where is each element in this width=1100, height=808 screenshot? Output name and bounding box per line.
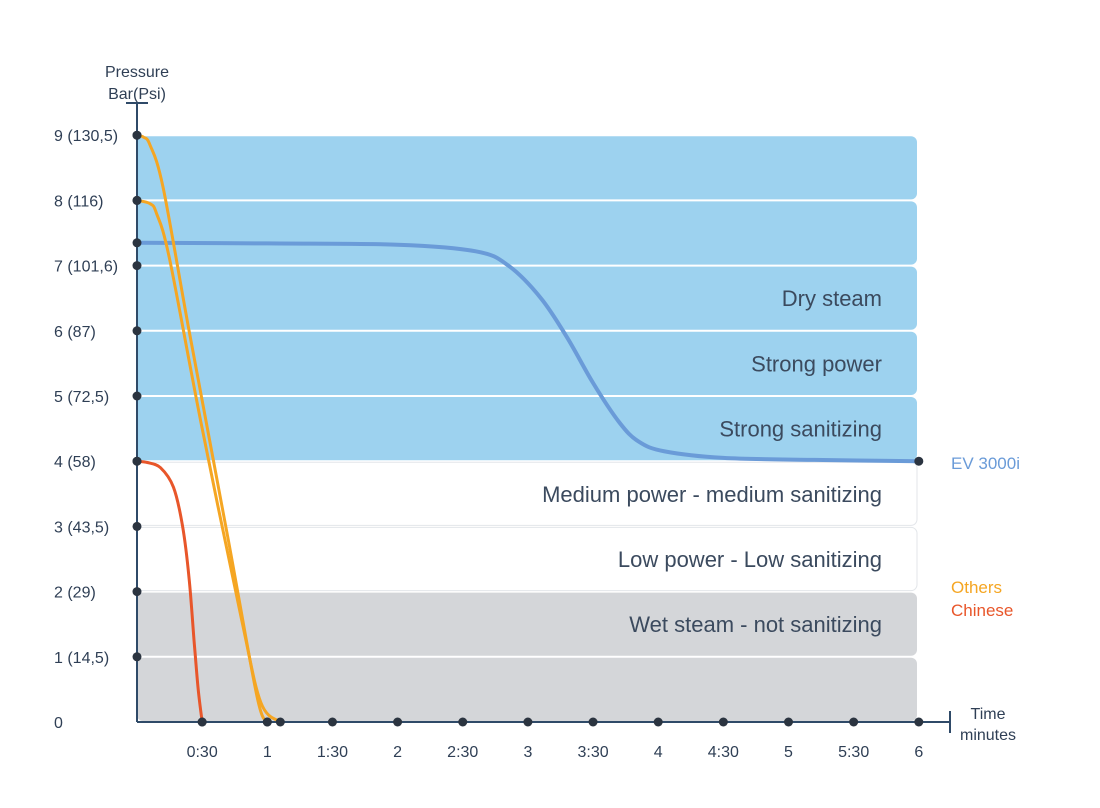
band-label: Low power - Low sanitizing (618, 547, 882, 572)
series-line-ev-3000i (135, 240, 921, 464)
chart-axes: Pressure Bar(Psi) Time minutes (105, 64, 1016, 744)
x-axis-title-line1: Time (971, 706, 1006, 723)
x-tick-dot (718, 717, 728, 727)
y-tick-label: 2 (29) (54, 585, 96, 602)
band-blue-5-6 (137, 331, 917, 395)
y-tick-label: 0 (54, 715, 63, 732)
x-tick-label: 5 (784, 744, 793, 761)
series-end-dot (197, 717, 207, 727)
series-end-dot (275, 717, 285, 727)
band-blue-8-9 (137, 136, 917, 200)
series-start-dot (132, 195, 142, 205)
band-blue-6-7 (137, 266, 917, 330)
x-tick-label: 3 (523, 744, 532, 761)
x-tick-label: 4:30 (708, 744, 739, 761)
x-axis-title-line2: minutes (960, 727, 1016, 744)
y-tick-dot (132, 391, 142, 401)
x-tick-label: 3:30 (577, 744, 608, 761)
y-tick-label: 7 (101,6) (54, 259, 118, 276)
band-label: Strong power (751, 351, 882, 376)
x-tick-dot (914, 717, 924, 727)
band-label: Strong sanitizing (719, 417, 882, 442)
x-tick-label: 5:30 (838, 744, 869, 761)
x-tick-dot (523, 717, 533, 727)
series-line-others (135, 198, 282, 724)
band-gray-1-2 (137, 592, 917, 656)
x-tick-label: 6 (914, 744, 923, 761)
y-tick-label: 5 (72,5) (54, 389, 109, 406)
legend: EV 3000i Others Chinese (951, 454, 1020, 620)
y-tick-dot (132, 326, 142, 336)
series-line-chinese (135, 459, 204, 724)
x-tick-dot (849, 717, 859, 727)
band-blue-7-8 (137, 201, 917, 265)
pressure-bands: Dry steam Strong power Strong sanitizing Me… (136, 136, 918, 721)
y-tick-label: 3 (43,5) (54, 519, 109, 536)
legend-label-others: Others (951, 578, 1002, 597)
y-tick-label: 8 (116) (54, 193, 104, 210)
y-tick-dot (132, 587, 142, 597)
x-tick-label: 1:30 (317, 744, 348, 761)
y-tick-dot (132, 521, 142, 531)
x-tick-dot (588, 717, 598, 727)
legend-label-chinese: Chinese (951, 601, 1013, 620)
series-start-dot (132, 238, 142, 248)
band-blue-4-5 (137, 397, 917, 461)
series-start-dot (132, 130, 142, 140)
x-tick-label: 0:30 (187, 744, 218, 761)
series-end-dot (262, 717, 272, 727)
y-tick-dot (132, 261, 142, 271)
y-axis-title-line2: Bar(Psi) (108, 86, 166, 103)
data-series (135, 133, 921, 724)
axis-ticks: 0 1 (14,5) 2 (29) 3 (43,5) 4 (58) 5 (72,5) 6 (… (54, 128, 923, 761)
band-label: Dry steam (782, 286, 882, 311)
band-label: Wet steam - not sanitizing (629, 612, 882, 637)
y-tick-dot (132, 652, 142, 662)
x-tick-dot (458, 717, 468, 727)
band-label: Medium power - medium sanitizing (542, 482, 882, 507)
band-gray-0-1 (137, 657, 917, 721)
x-tick-label: 4 (654, 744, 663, 761)
y-tick-label: 1 (14,5) (54, 650, 109, 667)
series-end-dot (914, 456, 924, 466)
y-axis-title-line1: Pressure (105, 64, 169, 81)
series-start-dot (132, 456, 142, 466)
x-tick-dot (393, 717, 403, 727)
y-tick-label: 6 (87) (54, 324, 96, 341)
y-tick-label: 4 (58) (54, 454, 96, 471)
x-tick-label: 1 (263, 744, 272, 761)
x-tick-dot (653, 717, 663, 727)
y-tick-label: 9 (130,5) (54, 128, 118, 145)
legend-label-ev3000i: EV 3000i (951, 454, 1020, 473)
x-tick-dot (327, 717, 337, 727)
x-tick-label: 2:30 (447, 744, 478, 761)
x-tick-label: 2 (393, 744, 402, 761)
x-tick-dot (784, 717, 793, 727)
